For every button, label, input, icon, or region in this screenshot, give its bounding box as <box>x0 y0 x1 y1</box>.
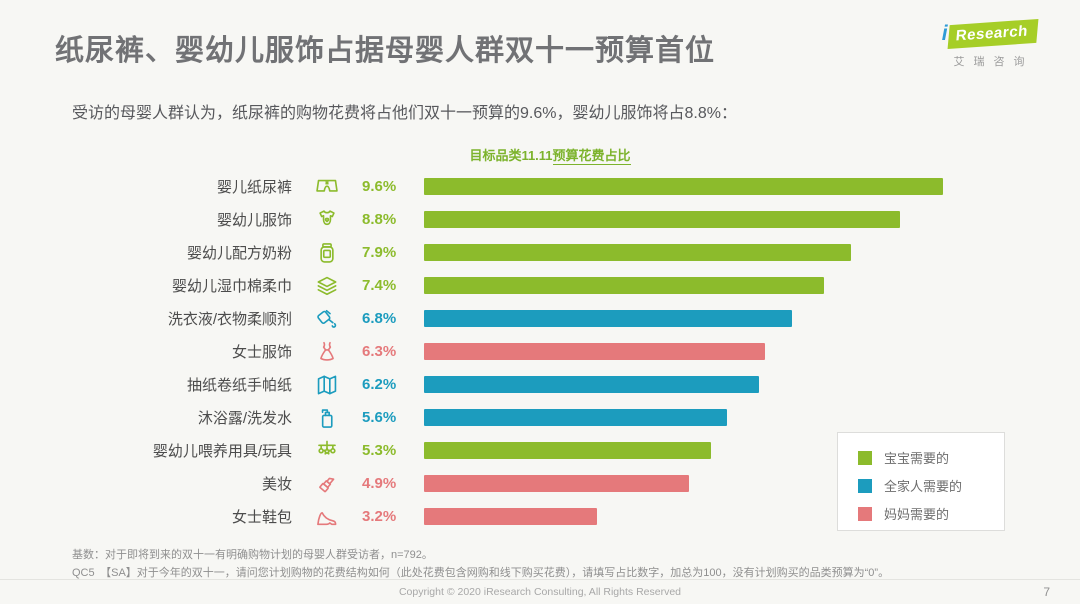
chart-row: 抽纸卷纸手帕纸 6.2% <box>60 368 1020 401</box>
footer-bar: Copyright © 2020 iResearch Consulting, A… <box>0 579 1080 604</box>
category-label: 女士鞋包 <box>231 509 292 526</box>
bar <box>424 508 597 525</box>
legend-item: 妈妈需要的 <box>858 504 1004 523</box>
footnote-question: QC5 【SA】对于今年的双十一，请问您计划购物的花费结构如何（此处花费包含网购… <box>72 567 890 579</box>
bar <box>424 178 943 195</box>
bar <box>424 343 765 360</box>
bar-track <box>424 343 1020 360</box>
dress-icon <box>292 339 362 365</box>
onesie-icon <box>292 207 362 233</box>
bar <box>424 409 727 426</box>
bar-track <box>424 409 1020 426</box>
bar-track <box>424 508 1020 525</box>
chart-row: 婴儿纸尿裤 9.6% <box>60 170 1020 203</box>
chart-title-plain: 目标品类11.11 <box>469 148 553 163</box>
chart-row: 婴幼儿服饰 8.8% <box>60 203 1020 236</box>
logo-i-letter: i <box>941 22 948 45</box>
legend-item: 宝宝需要的 <box>858 448 1004 467</box>
value-label: 3.2% <box>362 508 397 525</box>
milk-jar-icon <box>292 240 362 266</box>
legend-swatch <box>858 506 872 521</box>
value-label: 6.2% <box>362 376 397 393</box>
iresearch-logo: i Research 艾瑞咨询 <box>934 18 1044 69</box>
value-label: 5.3% <box>362 442 397 459</box>
legend-label: 宝宝需要的 <box>884 451 950 466</box>
bar-track <box>424 277 1020 294</box>
slide-subtitle: 受访的母婴人群认为，纸尿裤的购物花费将占他们双十一预算的9.6%，婴幼儿服饰将占… <box>72 105 737 122</box>
category-label: 美妆 <box>261 476 292 493</box>
tissue-icon <box>292 372 362 398</box>
chart-row: 洗衣液/衣物柔顺剂 6.8% <box>60 302 1020 335</box>
chart-row: 婴幼儿喂养用具/玩具 5.3% <box>60 434 1020 467</box>
bar-track <box>424 244 1020 261</box>
chart-title-underlined: 预算花费占比 <box>552 148 631 165</box>
footnotes: 基数：对于即将到来的双十一有明确购物计划的母婴人群受访者，n=792。 QC5 … <box>72 546 889 582</box>
bar-track <box>424 442 1020 459</box>
value-label: 6.3% <box>362 343 397 360</box>
pump-bottle-icon <box>292 405 362 431</box>
bar <box>424 211 900 228</box>
chart-title: 目标品类11.11预算花费占比 <box>170 145 930 165</box>
bar <box>424 475 689 492</box>
bar <box>424 376 760 393</box>
logo-wordmark: Research <box>947 18 1038 50</box>
copyright-text: Copyright © 2020 iResearch Consulting, A… <box>398 586 682 598</box>
legend-swatch <box>858 450 872 465</box>
bar <box>424 310 792 327</box>
chart-row: 沐浴露/洗发水 5.6% <box>60 401 1020 434</box>
chart-row: 女士服饰 6.3% <box>60 335 1020 368</box>
heel-icon <box>292 504 362 530</box>
category-label: 婴幼儿配方奶粉 <box>186 245 292 262</box>
value-label: 5.6% <box>362 409 397 426</box>
bar <box>424 244 852 261</box>
detergent-icon <box>292 306 362 332</box>
category-label: 婴幼儿喂养用具/玩具 <box>152 443 292 460</box>
category-label: 抽纸卷纸手帕纸 <box>186 377 292 394</box>
value-label: 4.9% <box>362 475 397 492</box>
footnote-base: 基数：对于即将到来的双十一有明确购物计划的母婴人群受访者，n=792。 <box>72 549 433 561</box>
baby-mobile-icon <box>292 438 362 464</box>
bar-track <box>424 211 1020 228</box>
bar-track <box>424 310 1020 327</box>
legend-item: 全家人需要的 <box>858 476 1004 495</box>
bar-track <box>424 178 1020 195</box>
legend-swatch <box>858 478 872 493</box>
legend-label: 妈妈需要的 <box>884 507 950 522</box>
category-label: 婴儿纸尿裤 <box>216 179 292 196</box>
value-label: 6.8% <box>362 310 397 327</box>
chart-legend: 宝宝需要的全家人需要的 妈妈需要的 <box>837 432 1005 531</box>
value-label: 9.6% <box>362 178 397 195</box>
chart-row: 婴幼儿配方奶粉 7.9% <box>60 236 1020 269</box>
bar-track <box>424 376 1020 393</box>
bar <box>424 442 711 459</box>
value-label: 7.9% <box>362 244 397 261</box>
category-label: 婴幼儿服饰 <box>216 212 292 229</box>
value-label: 8.8% <box>362 211 397 228</box>
bar <box>424 277 825 294</box>
chart-row: 美妆 4.9% <box>60 467 1020 500</box>
category-label: 婴幼儿湿巾棉柔巾 <box>171 278 292 295</box>
category-label: 女士服饰 <box>231 344 292 361</box>
logo-chinese-name: 艾瑞咨询 <box>953 56 1034 68</box>
category-label: 沐浴露/洗发水 <box>197 410 292 427</box>
page-number: 7 <box>1043 585 1050 599</box>
lipstick-icon <box>292 471 362 497</box>
page-title: 纸尿裤、婴幼儿服饰占据母婴人群双十一预算首位 <box>55 35 716 67</box>
category-label: 洗衣液/衣物柔顺剂 <box>167 311 292 328</box>
diaper-icon <box>292 174 362 200</box>
bar-chart: 婴儿纸尿裤 9.6% 婴幼儿服饰 8.8% 婴幼儿配方奶粉 7.9% 婴幼儿湿巾棉柔巾 7.4… <box>60 170 1020 533</box>
legend-label: 全家人需要的 <box>884 479 963 494</box>
wipes-icon <box>292 273 362 299</box>
chart-row: 婴幼儿湿巾棉柔巾 7.4% <box>60 269 1020 302</box>
value-label: 7.4% <box>362 277 397 294</box>
bar-track <box>424 475 1020 492</box>
chart-row: 女士鞋包 3.2% <box>60 500 1020 533</box>
